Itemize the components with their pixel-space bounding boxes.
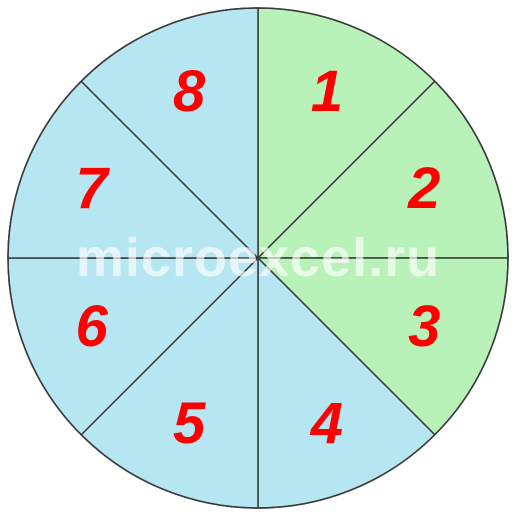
pie-diagram: 12345678 microexcel.ru xyxy=(0,0,516,516)
pie-svg xyxy=(0,0,516,516)
